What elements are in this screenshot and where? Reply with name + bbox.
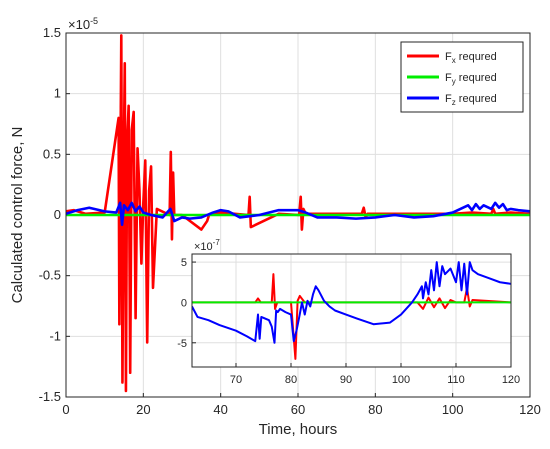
inset-x-tick-label: 90 xyxy=(340,374,352,386)
main-y-tick-label: 1 xyxy=(54,86,61,101)
inset-x-tick-label: 100 xyxy=(392,374,410,386)
inset-axes-frame xyxy=(191,253,512,368)
legend-entry-suffix: requred xyxy=(456,72,497,84)
inset-y-exponent: ×10-7 xyxy=(194,238,220,253)
legend-entry-name: F xyxy=(445,72,452,84)
legend-entry-fy: Fy requred xyxy=(445,72,497,86)
inset-x-tick-label: 120 xyxy=(502,374,520,386)
legend-entry-name: F xyxy=(445,51,452,63)
main-x-axis-label: Time, hours xyxy=(259,421,338,438)
main-x-tick-label: 80 xyxy=(368,402,382,417)
inset-y-exponent-power: -7 xyxy=(213,238,221,247)
legend-entry-fx: Fx requred xyxy=(445,51,497,65)
main-x-tick-label: 120 xyxy=(519,402,541,417)
legend-entry-fz: Fz requred xyxy=(445,93,497,107)
legend-entry-suffix: requred xyxy=(456,51,497,63)
main-x-tick-label: 20 xyxy=(136,402,150,417)
legend-entry-subscript: y xyxy=(452,77,456,86)
main-y-axis-label: Calculated control force, N xyxy=(9,127,26,304)
main-x-tick-label: 100 xyxy=(442,402,464,417)
main-y-exponent-power: -5 xyxy=(90,16,98,26)
main-x-tick-label: 0 xyxy=(62,402,69,417)
inset-series-line-fz xyxy=(192,261,511,344)
inset-y-exponent-base: ×10 xyxy=(194,241,213,253)
main-y-tick-label: 0 xyxy=(54,207,61,222)
main-axes-frame xyxy=(65,32,531,398)
main-y-tick-label: 1.5 xyxy=(43,25,61,40)
legend-entry-suffix: requred xyxy=(456,93,497,105)
inset-y-tick-label: 5 xyxy=(181,257,187,269)
main-y-exponent-base: ×10 xyxy=(68,17,90,32)
main-y-tick-label: -1.5 xyxy=(39,389,61,404)
main-x-tick-label: 40 xyxy=(213,402,227,417)
main-y-tick-label: 0.5 xyxy=(43,146,61,161)
main-series-line-fz xyxy=(66,201,530,227)
main-y-tick-label: -0.5 xyxy=(39,268,61,283)
legend-entry-name: F xyxy=(445,93,452,105)
main-x-tick-label: 60 xyxy=(291,402,305,417)
legend-entry-subscript: x xyxy=(452,56,456,65)
main-y-tick-label: -1 xyxy=(49,328,61,343)
inset-axes: 70 80 90 100 110 120 -5 0 5 ×10-7 xyxy=(177,238,520,386)
inset-y-tick-label: 0 xyxy=(181,297,187,309)
inset-x-tick-label: 110 xyxy=(447,374,465,386)
legend-entry-subscript: z xyxy=(452,98,456,107)
inset-y-tick-label: -5 xyxy=(177,338,187,350)
inset-x-tick-label: 70 xyxy=(230,374,242,386)
inset-x-tick-label: 80 xyxy=(285,374,297,386)
main-y-exponent: ×10-5 xyxy=(68,16,98,32)
